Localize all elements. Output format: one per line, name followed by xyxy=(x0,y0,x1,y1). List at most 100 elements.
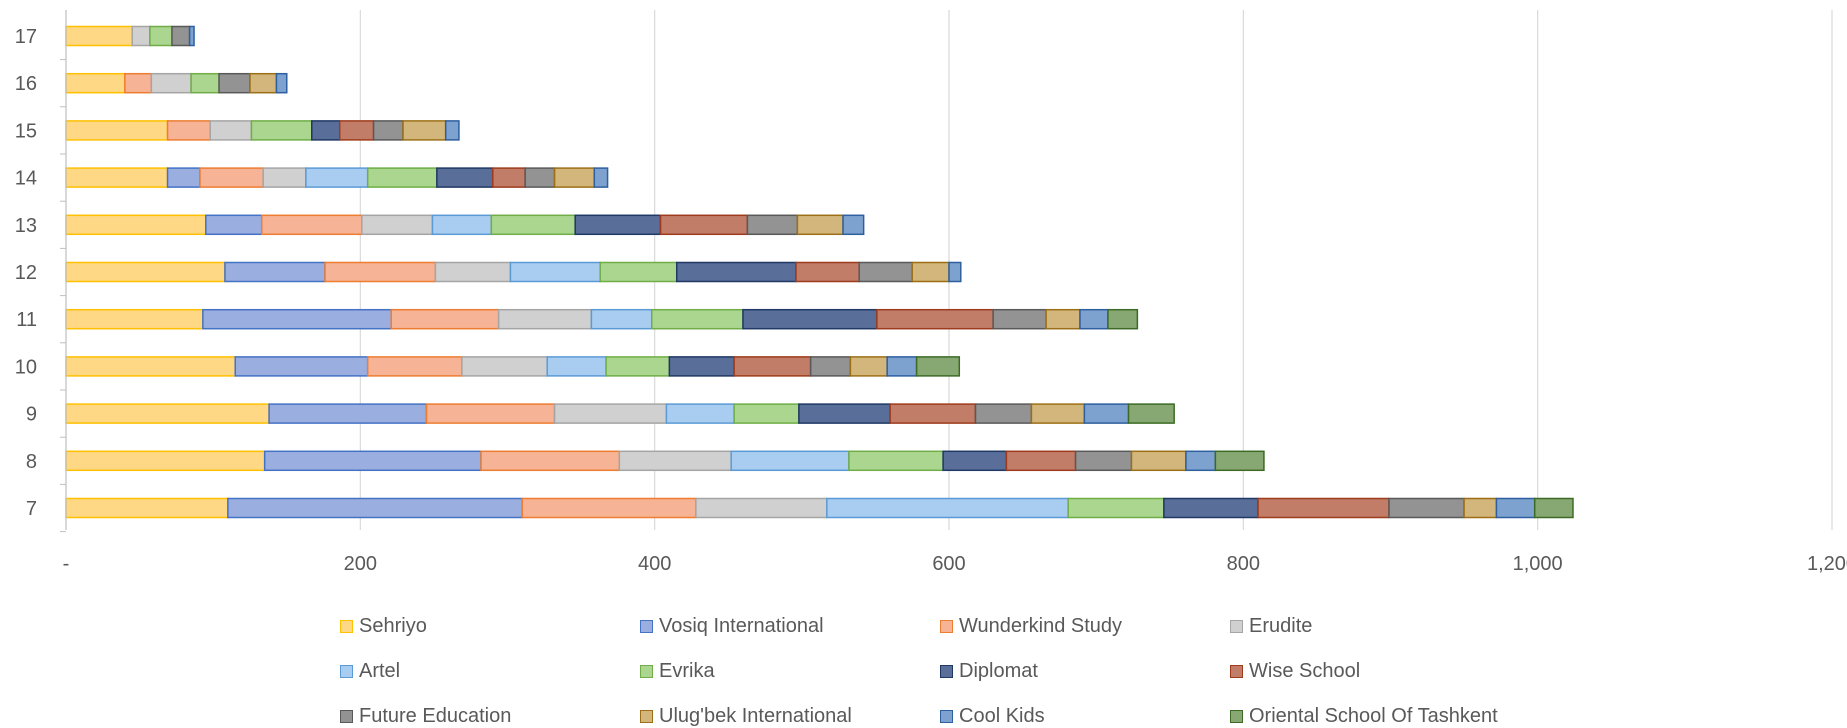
bar-segment xyxy=(593,167,609,188)
bar-segment xyxy=(65,167,169,188)
bar-segment xyxy=(268,403,428,424)
bar-segment xyxy=(65,120,169,141)
bar-segment xyxy=(524,167,556,188)
bar-segment xyxy=(65,450,266,472)
bar-segment xyxy=(1127,403,1175,424)
bar-segment xyxy=(65,356,236,377)
bar-segment xyxy=(1185,450,1217,472)
legend-label: Artel xyxy=(359,660,401,682)
chart-plot-area: - 200 400 600 800 1,000 1,200 7 8 9 10 11 12 13 14 15 16… xyxy=(15,10,1847,575)
bar-segment xyxy=(275,72,288,94)
bar-segment xyxy=(260,214,363,236)
legend-label: Future Education xyxy=(359,705,512,727)
bar-segment xyxy=(665,403,735,424)
legend-swatch xyxy=(340,665,353,678)
bar-segment xyxy=(263,450,482,472)
bar-segment xyxy=(795,261,860,283)
bar-segment xyxy=(948,261,962,283)
bar-segment xyxy=(796,214,844,236)
category-label: 9 xyxy=(26,404,37,426)
bar-segment xyxy=(366,167,438,188)
x-tick-label: - xyxy=(63,553,70,575)
bar-segment xyxy=(1388,497,1465,519)
bar-segment xyxy=(1495,497,1536,519)
bar-segment xyxy=(338,120,375,141)
legend-item: Evrika xyxy=(640,660,715,683)
bar-segment xyxy=(889,403,977,424)
bar-segment xyxy=(124,72,153,94)
x-tick-label: 600 xyxy=(932,553,965,575)
bar-segment xyxy=(886,356,918,377)
bar-segment xyxy=(492,167,526,188)
bar-segment xyxy=(605,356,671,377)
bar-segment xyxy=(199,167,264,188)
category-label: 11 xyxy=(16,309,37,331)
bar-segment xyxy=(911,261,950,283)
bar-segment xyxy=(1030,403,1086,424)
legend-item: Wise School xyxy=(1230,660,1360,683)
legend-item: Future Education xyxy=(340,705,511,728)
legend-item: Sehriyo xyxy=(340,615,427,638)
bars xyxy=(65,25,1574,519)
bar-segment xyxy=(65,261,226,283)
bar-segment xyxy=(746,214,799,236)
bar-segment xyxy=(311,120,341,141)
bar-segment xyxy=(361,214,434,236)
x-tick-label: 1,200 xyxy=(1807,553,1847,575)
bar-segment xyxy=(402,120,447,141)
category-label: 12 xyxy=(15,262,37,284)
legend-label: Cool Kids xyxy=(959,705,1045,727)
bar-segment xyxy=(497,308,593,330)
legend-swatch xyxy=(1230,710,1243,723)
bar-segment xyxy=(324,261,437,283)
bar-segment xyxy=(858,261,913,283)
bar-segment xyxy=(205,214,263,236)
legend-label: Ulug'bek International xyxy=(659,705,852,727)
bar-segment xyxy=(675,261,797,283)
bar-segment xyxy=(65,308,204,330)
bar-segment xyxy=(915,356,961,377)
category-label: 17 xyxy=(15,26,37,48)
bar-segment xyxy=(848,450,944,472)
bar-segment xyxy=(190,72,220,94)
bar-segment xyxy=(546,356,607,377)
bar-segment xyxy=(262,167,307,188)
category-label: 16 xyxy=(15,73,37,95)
axes: - 200 400 600 800 1,000 1,200 7 8 9 10 11 12 13 14 15 16… xyxy=(15,10,1847,575)
bar-segment xyxy=(842,214,865,236)
bar-segment xyxy=(431,214,493,236)
bar-segment xyxy=(1045,308,1081,330)
bar-segment xyxy=(490,214,576,236)
bar-segment xyxy=(553,403,668,424)
bar-segment xyxy=(65,403,270,424)
bar-segment xyxy=(372,120,404,141)
legend-item: Wunderkind Study xyxy=(940,615,1122,638)
bar-segment xyxy=(166,167,201,188)
bar-segment xyxy=(150,72,192,94)
legend-swatch xyxy=(640,710,653,723)
bar-segment xyxy=(65,25,133,47)
bar-segment xyxy=(798,403,891,424)
bar-segment xyxy=(131,25,151,47)
legend-item: Vosiq International xyxy=(640,615,824,638)
legend-label: Wise School xyxy=(1249,660,1361,682)
bar-segment xyxy=(250,120,313,141)
bar-segment xyxy=(188,25,195,47)
bar-segment xyxy=(1257,497,1390,519)
bar-segment xyxy=(590,308,653,330)
bar-segment xyxy=(436,167,494,188)
legend-item: Ulug'bek International xyxy=(640,705,852,728)
legend-label: Erudite xyxy=(1249,615,1313,637)
bar-segment xyxy=(224,261,326,283)
bar-segment xyxy=(1107,308,1139,330)
bar-segment xyxy=(1533,497,1574,519)
bar-segment xyxy=(218,72,251,94)
x-tick-label: 800 xyxy=(1227,553,1260,575)
legend-item: Artel xyxy=(340,660,400,683)
bar-segment xyxy=(166,120,211,141)
bar-segment xyxy=(65,214,207,236)
legend-swatch xyxy=(1230,665,1243,678)
bar-segment xyxy=(461,356,548,377)
bar-segment xyxy=(618,450,732,472)
